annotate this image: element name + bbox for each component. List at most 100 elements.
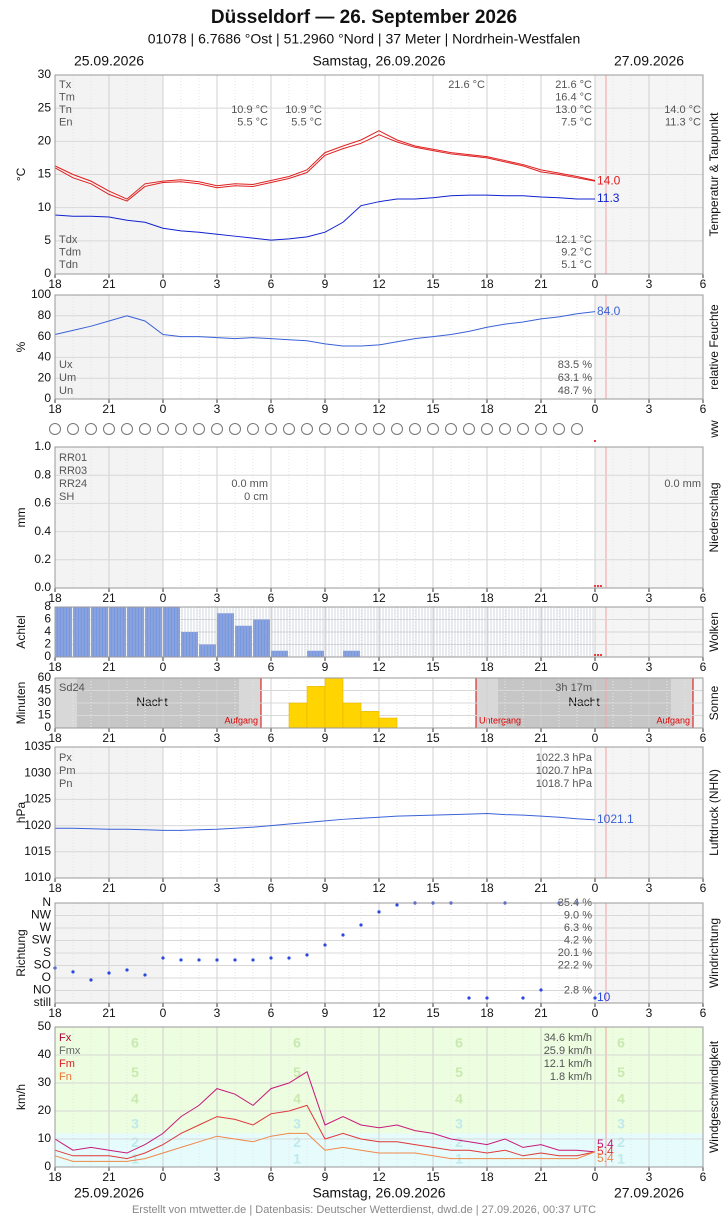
x-tick-label: 18	[48, 1006, 62, 1020]
x-tick-label: 18	[480, 591, 494, 605]
x-tick-label: 18	[48, 591, 62, 605]
y-tick-label: 1015	[24, 844, 51, 858]
stat-value: 10.9 °C	[231, 104, 268, 116]
footer: Erstellt von mtwetter.de | Datenbasis: D…	[132, 1204, 596, 1216]
point	[179, 958, 183, 962]
x-tick-label: 0	[592, 1006, 599, 1020]
ww-symbol	[373, 423, 385, 435]
marker	[594, 440, 596, 442]
x-tick-label: 6	[700, 1006, 707, 1020]
stat-value: 2.8 %	[564, 984, 592, 996]
sunset-label: Untergang	[479, 715, 521, 725]
stat-value: 0.0 mm	[664, 478, 701, 490]
y-tick-label: 0	[44, 391, 51, 405]
x-tick-label: 9	[322, 1170, 329, 1184]
y-axis-label: Richtung	[14, 929, 28, 976]
beaufort-number: 6	[455, 1035, 463, 1051]
y-tick-label: 15	[38, 167, 52, 181]
stat-value: 21.6 °C	[555, 79, 592, 91]
stat-label: Un	[59, 385, 73, 397]
ww-symbol	[265, 423, 277, 435]
point	[377, 910, 381, 914]
stat-value: 4.2 %	[564, 934, 592, 946]
point	[233, 958, 237, 962]
x-tick-label: 3	[214, 591, 221, 605]
stat-label: RR01	[59, 452, 87, 464]
ww-symbol	[337, 423, 349, 435]
end-label: 1021.1	[597, 812, 634, 826]
stat-value: 9.0 %	[564, 909, 592, 921]
ww-symbol	[49, 423, 61, 435]
x-tick-label: 18	[48, 1170, 62, 1184]
x-tick-label: 9	[322, 881, 329, 895]
stat-value: 6.3 %	[564, 922, 592, 934]
x-tick-label: 12	[372, 591, 386, 605]
point	[107, 971, 111, 975]
x-tick-label: 3	[646, 277, 653, 291]
x-tick-label: 15	[426, 660, 440, 674]
y-axis-label: mm	[14, 508, 28, 528]
stat-value: 34.6 km/h	[544, 1032, 592, 1044]
bar	[271, 650, 288, 657]
side-label: Windgeschwindigkeit	[707, 1040, 721, 1153]
y-tick-label: 2	[44, 637, 51, 651]
y-tick-label: 0.0	[34, 580, 51, 594]
x-tick-label: 18	[480, 1170, 494, 1184]
x-tick-label: 3	[646, 660, 653, 674]
x-tick-label: 21	[534, 731, 548, 745]
x-tick-label: 21	[534, 660, 548, 674]
y-axis-label: km/h	[14, 1084, 28, 1110]
night-label: Nacht	[136, 695, 168, 709]
x-tick-label: 6	[700, 402, 707, 416]
end-label: 11.3	[597, 191, 620, 205]
plot-frame	[54, 606, 704, 658]
end-label: 10	[597, 990, 611, 1004]
x-tick-label: 21	[102, 402, 116, 416]
y-tick-label: 0	[44, 720, 51, 734]
y-tick-label: 1020	[24, 818, 51, 832]
y-tick-label: still	[34, 995, 51, 1009]
bar	[235, 625, 252, 657]
x-tick-label: 21	[102, 1006, 116, 1020]
x-tick-label: 21	[534, 881, 548, 895]
x-tick-label: 0	[592, 402, 599, 416]
x-tick-label: 6	[700, 731, 707, 745]
stat-value: 9.2 °C	[561, 246, 592, 258]
y-tick-label: 100	[31, 287, 51, 301]
line	[55, 813, 596, 831]
x-tick-label: 21	[534, 277, 548, 291]
beaufort-number: 4	[293, 1091, 301, 1107]
y-tick-label: O	[42, 970, 51, 984]
ww-symbol	[283, 423, 295, 435]
plot-frame	[54, 677, 704, 729]
beaufort-number: 2	[617, 1134, 625, 1150]
stat-value: 16.4 °C	[555, 91, 592, 103]
x-tick-label: 9	[322, 402, 329, 416]
x-tick-label: 18	[480, 402, 494, 416]
stat-value: 5.5 °C	[237, 116, 268, 128]
stat-value: 1018.7 hPa	[536, 778, 593, 790]
end-label: 14.0	[597, 173, 621, 187]
y-tick-label: 0.8	[34, 467, 51, 481]
x-tick-label: 6	[700, 1170, 707, 1184]
x-tick-label: 3	[214, 881, 221, 895]
stat-value: 5.5 °C	[291, 116, 322, 128]
x-tick-label: 0	[592, 277, 599, 291]
stat-value: 12.1 °C	[555, 234, 592, 246]
ww-symbol	[85, 423, 97, 435]
point	[485, 996, 489, 1000]
y-tick-label: NO	[33, 983, 51, 997]
side-label: Luftdruck (NHN)	[707, 769, 721, 856]
side-label: ww	[707, 420, 721, 439]
stat-value: 5.1 °C	[561, 259, 592, 271]
point	[539, 988, 543, 992]
y-tick-label: 20	[38, 134, 52, 148]
bar	[324, 677, 344, 729]
x-tick-label: 12	[372, 1006, 386, 1020]
x-tick-label: 3	[214, 731, 221, 745]
x-tick-label: 0	[592, 660, 599, 674]
x-tick-label: 12	[372, 881, 386, 895]
y-axis-label: Minuten	[14, 682, 28, 725]
x-tick-label: 0	[160, 660, 167, 674]
